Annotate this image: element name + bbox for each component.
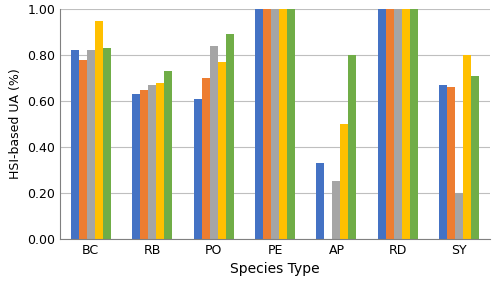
Bar (71, 50, 78, 239)
Bar (202, 78, 209, 239)
Bar (148, 85, 156, 239)
Bar (78, 60, 86, 239)
Bar (287, 9, 295, 239)
Bar (386, 9, 394, 239)
Bar (348, 55, 356, 239)
Bar (316, 163, 324, 239)
Bar (332, 181, 340, 239)
Bar (271, 9, 279, 239)
Bar (226, 35, 234, 239)
Bar (263, 9, 271, 239)
Bar (210, 46, 218, 239)
Bar (140, 89, 148, 239)
Bar (102, 48, 110, 239)
Bar (472, 76, 479, 239)
Bar (410, 9, 418, 239)
Bar (164, 71, 172, 239)
Bar (440, 85, 448, 239)
Y-axis label: HSI-based UA (%): HSI-based UA (%) (8, 69, 22, 179)
Bar (279, 9, 287, 239)
Bar (378, 9, 386, 239)
Bar (194, 99, 202, 239)
Bar (448, 87, 456, 239)
Bar (156, 83, 164, 239)
Bar (132, 94, 140, 239)
Bar (456, 193, 464, 239)
Bar (255, 9, 263, 239)
Bar (94, 21, 102, 239)
Bar (394, 9, 402, 239)
Bar (464, 55, 471, 239)
Bar (402, 9, 410, 239)
Bar (340, 124, 348, 239)
X-axis label: Species Type: Species Type (230, 262, 320, 276)
Bar (86, 50, 94, 239)
Bar (218, 62, 226, 239)
